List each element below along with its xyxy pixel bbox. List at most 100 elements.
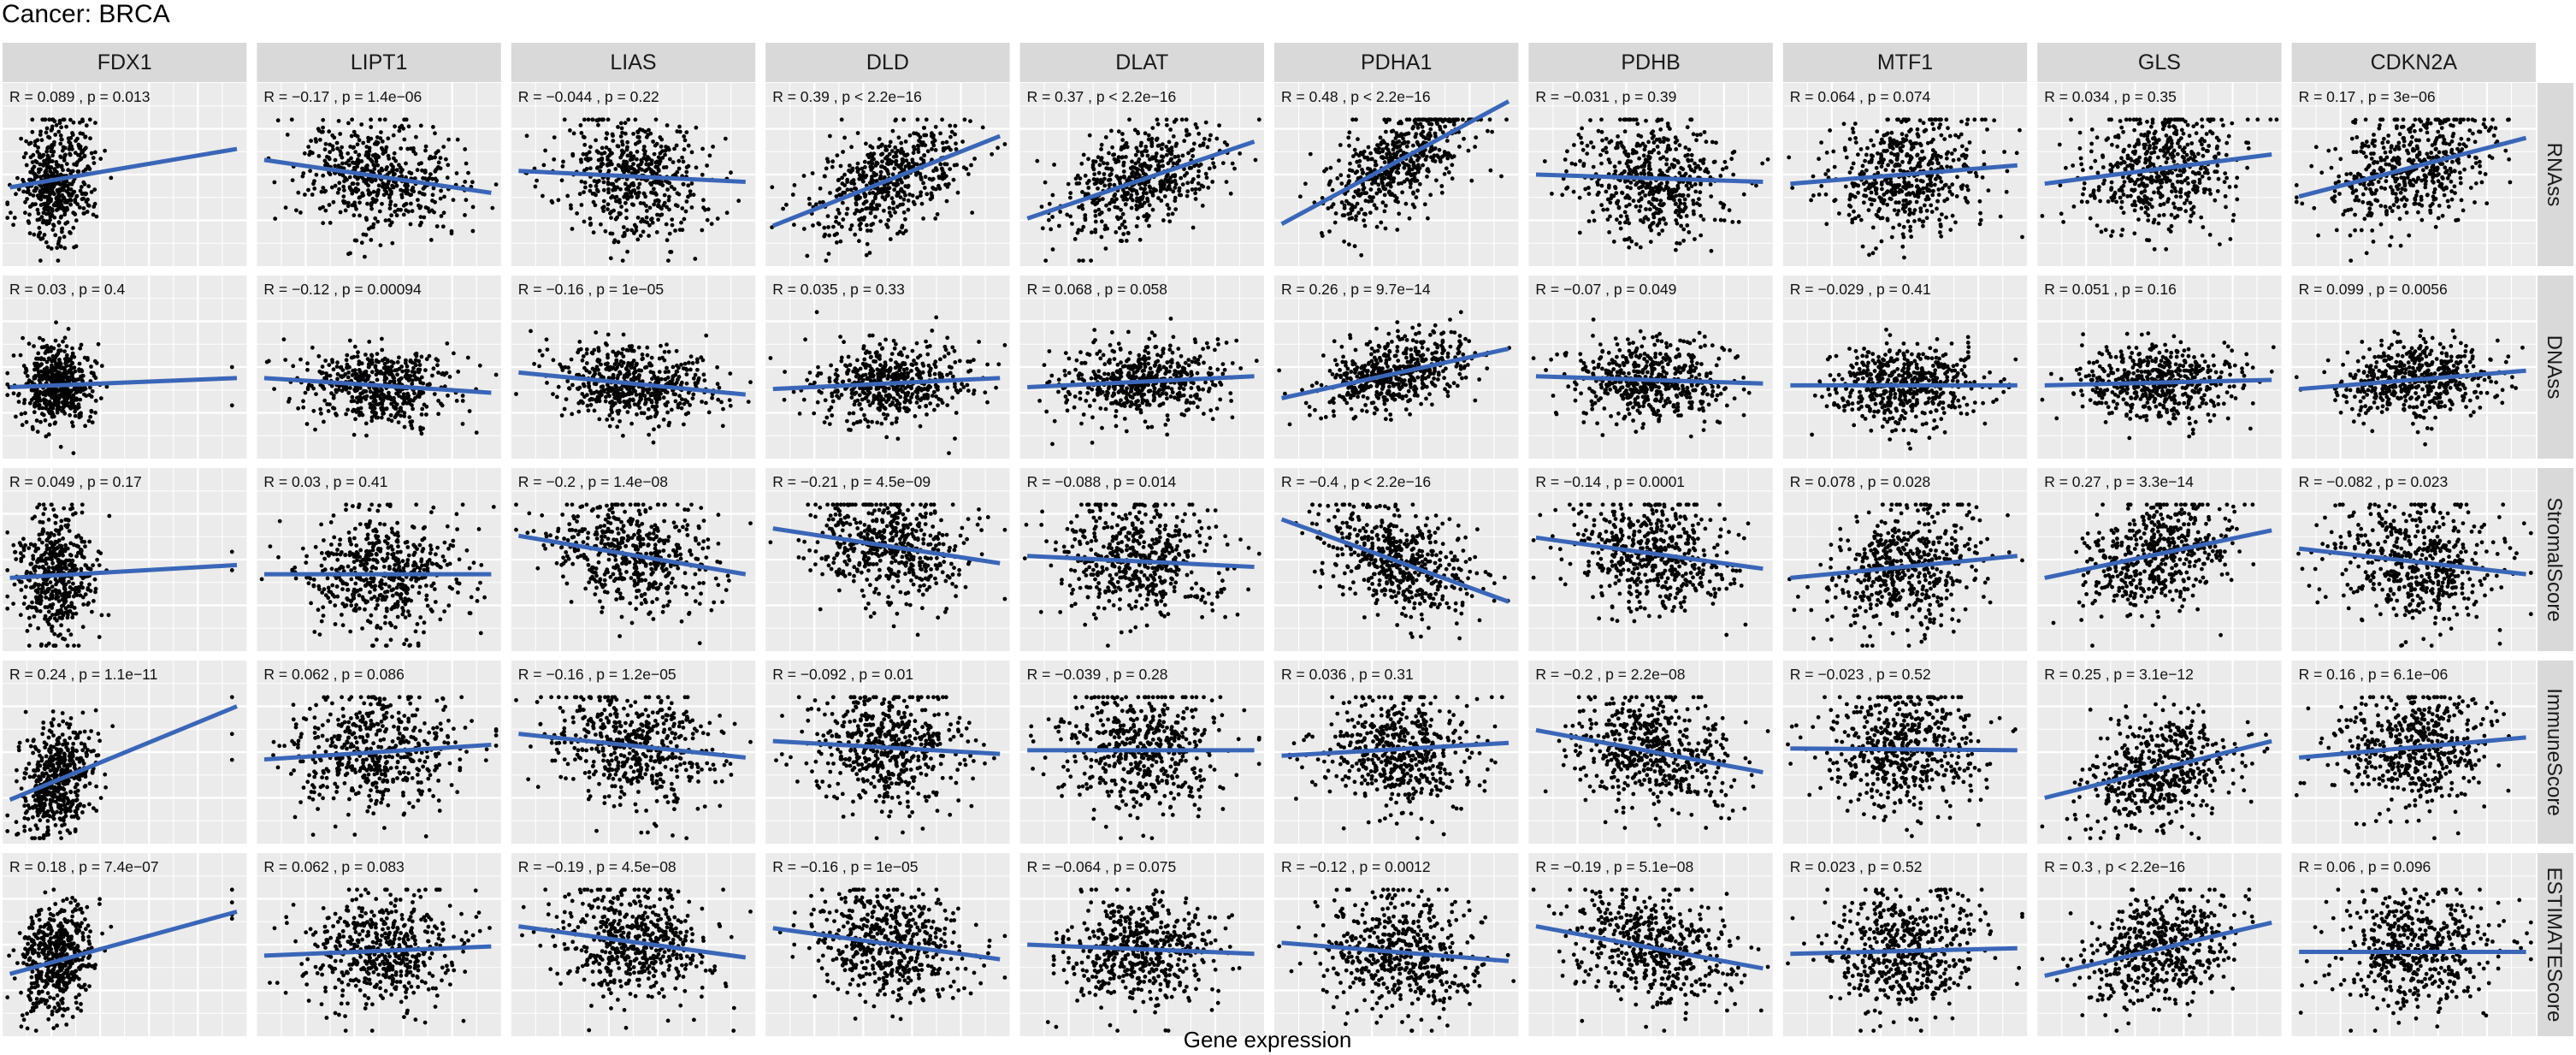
data-point bbox=[2177, 145, 2183, 150]
data-point bbox=[1177, 186, 1182, 191]
data-point bbox=[1342, 239, 1346, 244]
data-point bbox=[1925, 194, 1930, 199]
data-point bbox=[1145, 153, 1150, 158]
data-point bbox=[2193, 171, 2198, 176]
data-point bbox=[393, 158, 399, 163]
data-point bbox=[925, 149, 931, 154]
data-point bbox=[898, 195, 903, 200]
data-point bbox=[1109, 128, 1114, 133]
data-point bbox=[652, 202, 657, 207]
data-point bbox=[1366, 145, 1371, 150]
data-point bbox=[827, 233, 831, 238]
data-point bbox=[1173, 173, 1178, 178]
data-point bbox=[423, 169, 428, 175]
data-point bbox=[423, 144, 428, 149]
data-point bbox=[1936, 187, 1941, 192]
data-point bbox=[1945, 164, 1950, 169]
data-point bbox=[1096, 186, 1100, 191]
data-point bbox=[1124, 155, 1128, 159]
row-strip-estimatescore bbox=[2538, 853, 2573, 1036]
data-point bbox=[1166, 161, 1171, 166]
data-point bbox=[49, 128, 54, 133]
data-point bbox=[32, 164, 37, 169]
data-point bbox=[1350, 169, 1355, 174]
data-point bbox=[2212, 155, 2217, 159]
data-point bbox=[1330, 187, 1335, 193]
data-point bbox=[1856, 152, 1860, 157]
data-point bbox=[1392, 193, 1397, 199]
data-point bbox=[1856, 190, 1861, 195]
data-point bbox=[853, 232, 858, 237]
data-point bbox=[1161, 181, 1167, 186]
data-point bbox=[2172, 117, 2177, 122]
data-point bbox=[61, 168, 65, 173]
data-point bbox=[1904, 133, 1909, 139]
data-point bbox=[48, 186, 52, 191]
data-point bbox=[1394, 131, 1399, 135]
data-point bbox=[365, 163, 369, 168]
data-point bbox=[1141, 191, 1146, 196]
data-point bbox=[620, 258, 625, 263]
data-point bbox=[599, 157, 603, 162]
data-point bbox=[2161, 212, 2166, 217]
data-point bbox=[586, 117, 591, 122]
data-point bbox=[1880, 216, 1885, 221]
data-point bbox=[2152, 190, 2156, 195]
data-point bbox=[2138, 121, 2143, 126]
data-point bbox=[38, 258, 43, 263]
data-point bbox=[940, 140, 945, 145]
data-point bbox=[1940, 186, 1945, 191]
data-point bbox=[60, 148, 65, 153]
data-point bbox=[2191, 124, 2196, 129]
column-strip-pdha1 bbox=[1274, 43, 1519, 82]
data-point bbox=[610, 194, 615, 199]
data-point bbox=[41, 174, 46, 178]
data-point bbox=[321, 186, 326, 190]
data-point bbox=[1868, 185, 1873, 190]
data-point bbox=[1580, 147, 1586, 152]
data-point bbox=[1592, 218, 1597, 223]
data-point bbox=[1108, 166, 1114, 171]
data-point bbox=[588, 216, 593, 221]
data-point bbox=[1093, 209, 1098, 214]
data-point bbox=[845, 187, 850, 193]
data-point bbox=[686, 183, 691, 188]
data-point bbox=[619, 148, 624, 153]
data-point bbox=[1173, 117, 1179, 122]
data-point bbox=[1303, 181, 1308, 187]
data-point bbox=[1118, 239, 1123, 243]
data-point bbox=[1578, 158, 1582, 163]
data-point bbox=[382, 182, 387, 187]
data-point bbox=[643, 129, 647, 134]
data-point bbox=[1136, 159, 1141, 164]
data-point bbox=[1622, 210, 1628, 215]
data-point bbox=[2109, 180, 2114, 185]
data-point bbox=[900, 223, 905, 228]
data-point bbox=[387, 217, 392, 222]
data-point bbox=[578, 123, 583, 127]
data-point bbox=[1904, 198, 1908, 203]
row-label-stromalscore: StromalScore bbox=[2543, 497, 2566, 621]
data-point bbox=[1847, 170, 1852, 175]
data-point bbox=[1356, 137, 1360, 142]
data-point bbox=[2132, 199, 2137, 204]
data-point bbox=[2157, 213, 2162, 218]
data-point bbox=[2092, 193, 2097, 199]
data-point bbox=[2224, 140, 2230, 145]
data-point bbox=[1123, 202, 1128, 207]
data-point bbox=[1149, 144, 1155, 149]
data-point bbox=[684, 165, 689, 169]
data-point bbox=[2158, 203, 2163, 207]
data-point bbox=[1385, 142, 1390, 147]
data-point bbox=[1504, 117, 1509, 122]
data-point bbox=[582, 142, 588, 147]
data-point bbox=[60, 226, 65, 231]
data-point bbox=[938, 131, 942, 136]
data-point bbox=[1397, 211, 1402, 216]
data-point bbox=[648, 131, 653, 136]
data-point bbox=[664, 145, 668, 149]
data-point bbox=[1916, 133, 1921, 139]
data-point bbox=[2188, 219, 2193, 224]
data-point bbox=[606, 157, 610, 162]
